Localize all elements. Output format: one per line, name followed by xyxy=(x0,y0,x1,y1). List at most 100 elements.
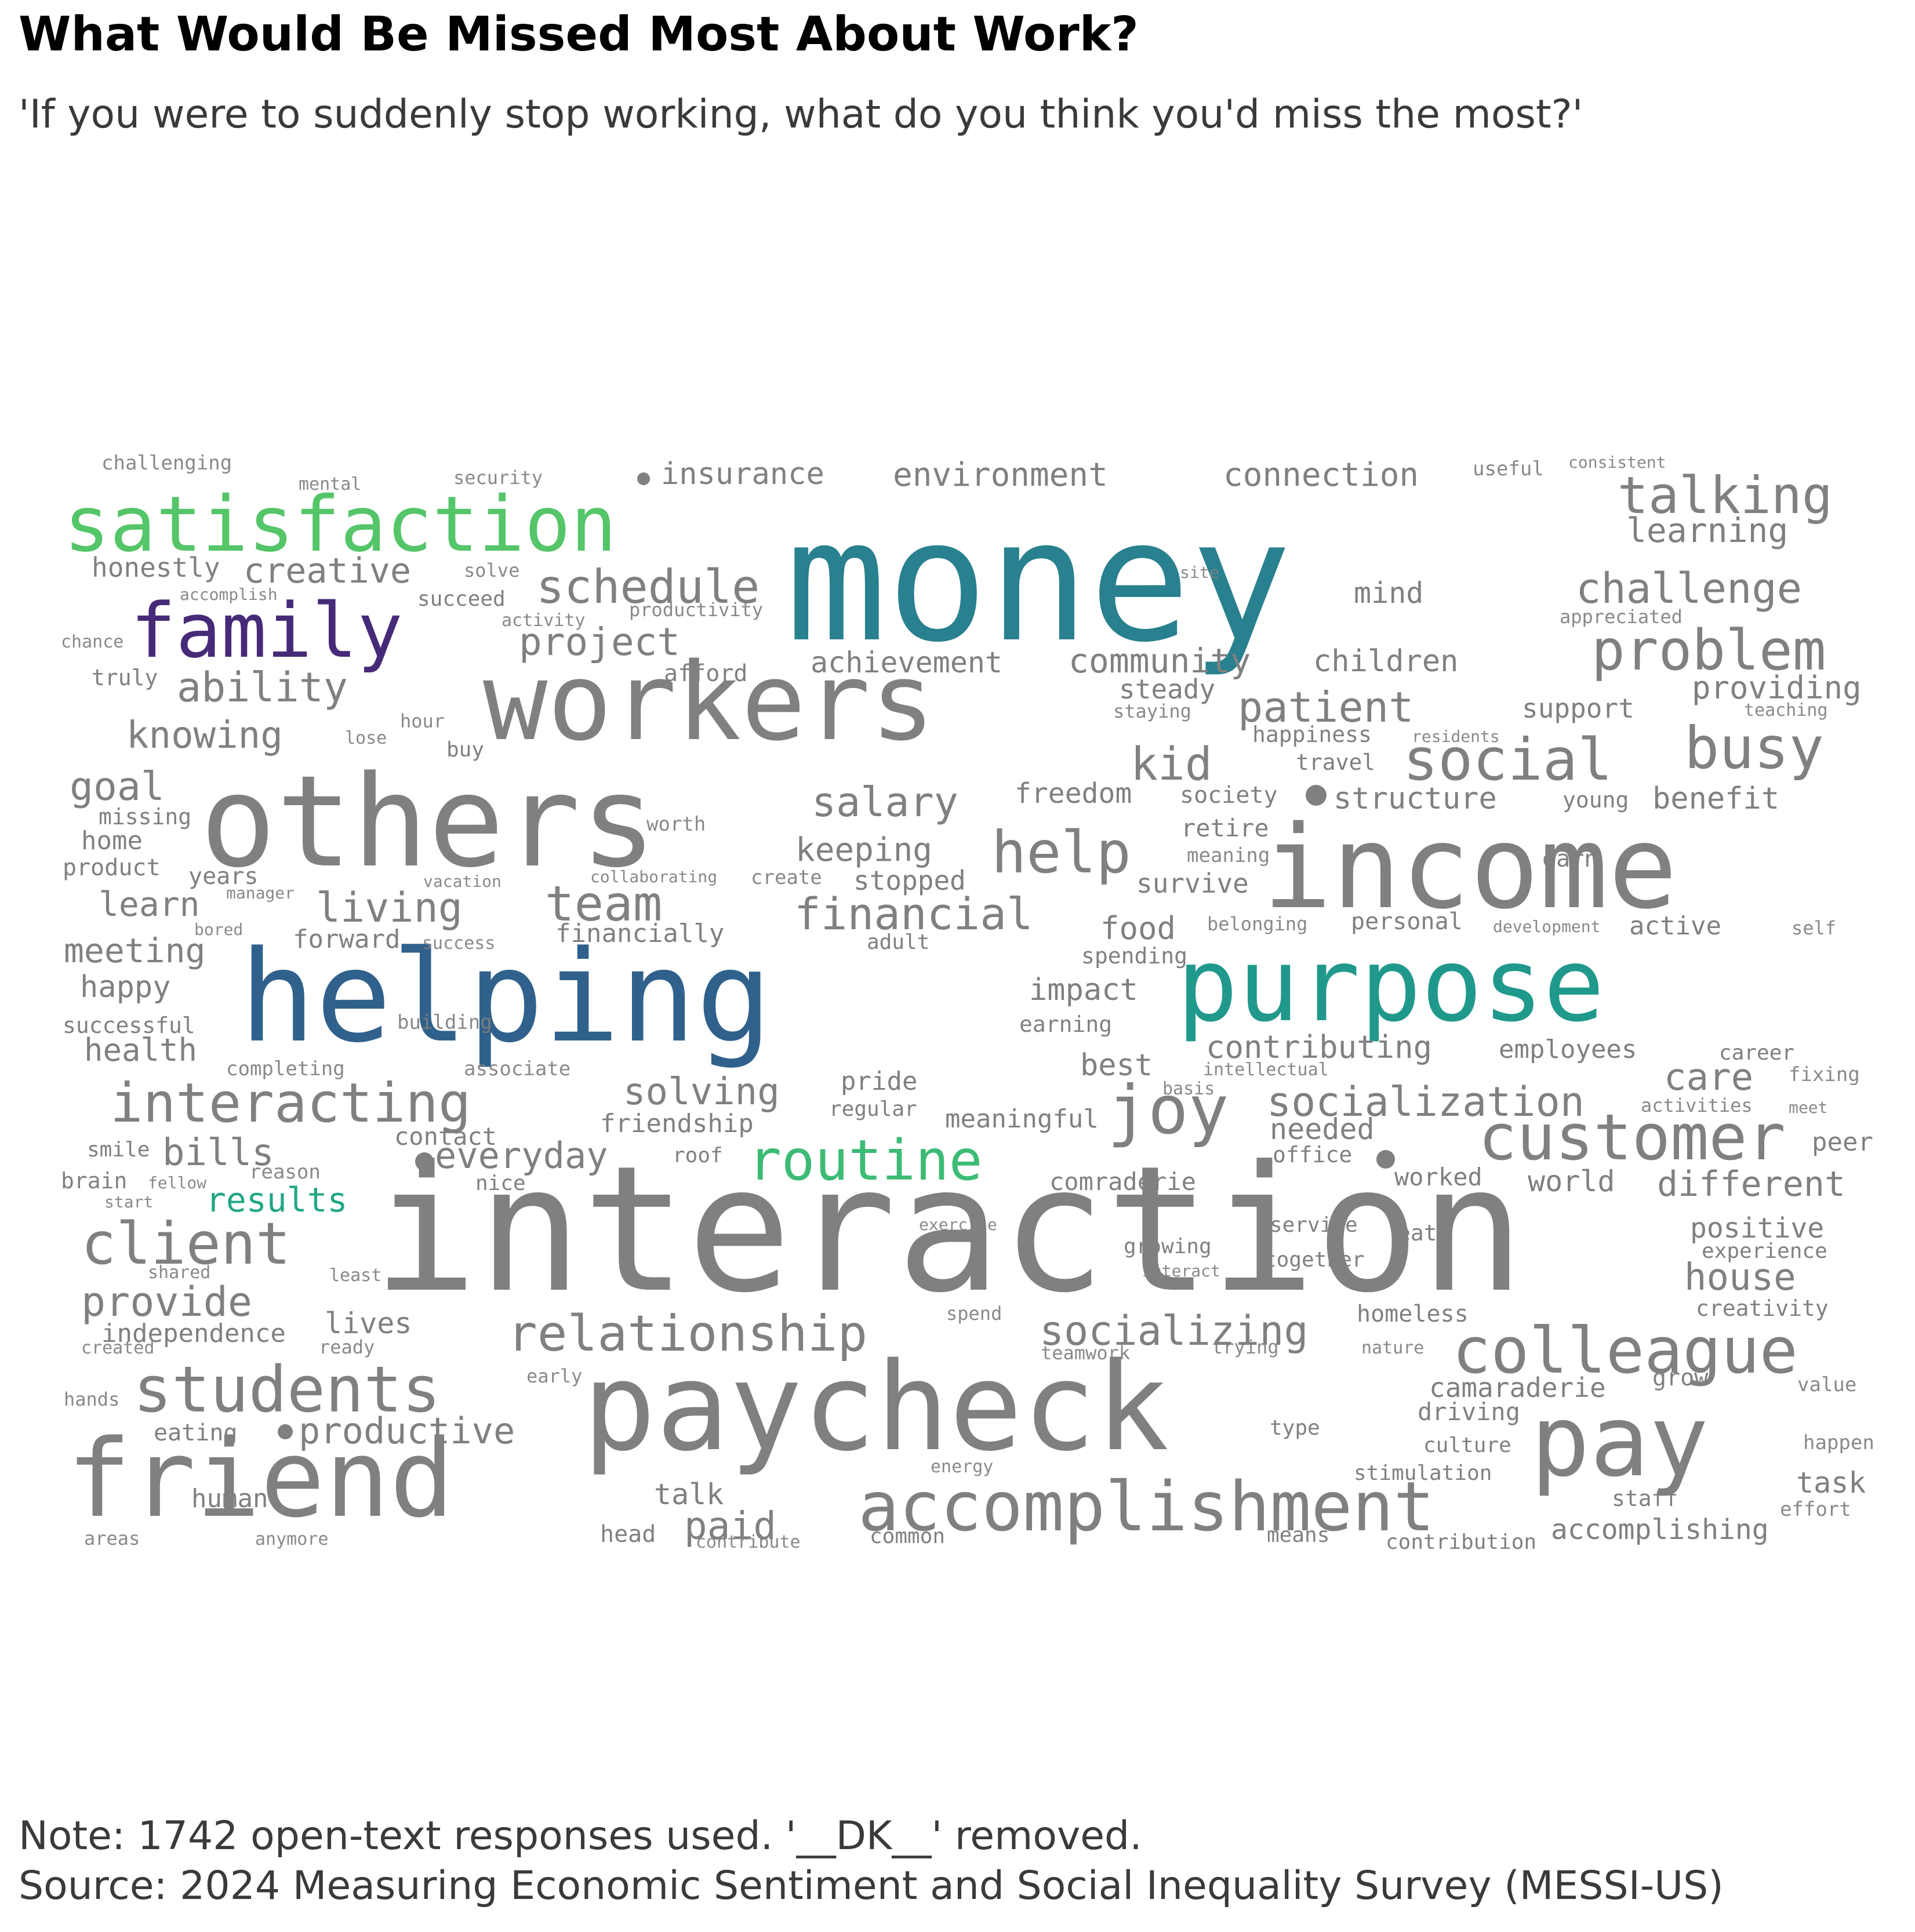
word-value: value xyxy=(1797,1373,1856,1396)
word-basis: basis xyxy=(1162,1079,1215,1099)
word-impact: impact xyxy=(1029,973,1138,1007)
word-providing: providing xyxy=(1692,670,1862,706)
word-missing: missing xyxy=(99,804,191,829)
word-human: human xyxy=(191,1484,268,1513)
word-goal: goal xyxy=(70,764,165,810)
word-activities: activities xyxy=(1641,1094,1753,1116)
word-office: office xyxy=(1273,1142,1352,1167)
word-home: home xyxy=(81,826,143,856)
word-happy: happy xyxy=(80,970,171,1005)
word-eating: eating xyxy=(154,1420,238,1446)
word-creative: creative xyxy=(244,551,411,591)
word-activity: activity xyxy=(502,610,586,631)
word-solve: solve xyxy=(464,559,519,581)
word-knowing: knowing xyxy=(126,714,283,757)
word-structure: structure xyxy=(1333,781,1497,816)
word-friend: friend xyxy=(67,1416,454,1541)
word-start: start xyxy=(104,1192,153,1211)
word-money: money xyxy=(786,484,1292,679)
chart-subtitle: 'If you were to suddenly stop working, w… xyxy=(19,92,1583,137)
word-environment: environment xyxy=(893,456,1108,494)
word-energy: energy xyxy=(931,1457,993,1477)
word-homeless: homeless xyxy=(1357,1301,1469,1327)
word-meeting: meeting xyxy=(64,931,205,970)
word-contribute: contribute xyxy=(696,1532,801,1552)
word-intellectual: intellectual xyxy=(1203,1060,1329,1080)
word-different: different xyxy=(1657,1164,1845,1205)
word-results: results xyxy=(206,1180,347,1220)
word-world: world xyxy=(1528,1165,1615,1198)
word-schedule: schedule xyxy=(536,560,760,614)
word-anymore: anymore xyxy=(255,1529,328,1549)
word-retire: retire xyxy=(1181,814,1269,842)
word-grow: grow xyxy=(1652,1365,1709,1391)
word-security: security xyxy=(453,467,543,489)
word-helping: helping xyxy=(239,924,772,1071)
word-insurance: insurance xyxy=(661,457,824,492)
word-brain: brain xyxy=(61,1168,127,1194)
word-fellow: fellow xyxy=(148,1173,206,1192)
word-productive: productive xyxy=(299,1410,515,1452)
note-text: Note: 1742 open-text responses used. '__… xyxy=(19,1813,1142,1859)
word-patient: patient xyxy=(1238,683,1413,732)
word-lose: lose xyxy=(345,728,387,748)
source-text: Source: 2024 Measuring Economic Sentimen… xyxy=(19,1863,1724,1909)
word-meaningful: meaningful xyxy=(945,1104,1099,1134)
word-contribution: contribution xyxy=(1386,1530,1536,1554)
word-relationship: relationship xyxy=(507,1305,867,1363)
word-positive: positive xyxy=(1690,1212,1824,1245)
word-shared: shared xyxy=(148,1262,210,1283)
word-productivity: productivity xyxy=(629,599,763,621)
word-adult: adult xyxy=(867,930,929,954)
word-means: means xyxy=(1267,1523,1329,1547)
word-worth: worth xyxy=(646,813,706,836)
word-solving: solving xyxy=(623,1071,780,1114)
decor-dot xyxy=(1306,785,1327,806)
word-buy: buy xyxy=(446,738,484,762)
word-talk: talk xyxy=(654,1478,724,1511)
word-family: family xyxy=(130,587,403,675)
word-travel: travel xyxy=(1296,749,1375,775)
word-active: active xyxy=(1629,911,1721,941)
word-children: children xyxy=(1313,644,1458,679)
word-roof: roof xyxy=(673,1144,723,1167)
word-belonging: belonging xyxy=(1207,913,1307,935)
word-hands: hands xyxy=(64,1388,119,1410)
chart-title: What Would Be Missed Most About Work? xyxy=(19,7,1139,62)
word-associate: associate xyxy=(464,1057,570,1080)
decor-dot xyxy=(637,472,650,485)
word-independence: independence xyxy=(101,1319,286,1348)
word-eat: eat xyxy=(1397,1220,1437,1246)
word-survive: survive xyxy=(1136,868,1249,899)
word-contact: contact xyxy=(394,1122,497,1151)
word-service: service xyxy=(1270,1213,1358,1237)
word-exercise: exercise xyxy=(919,1215,997,1234)
word-cloud-dots xyxy=(278,472,1395,1439)
word-common: common xyxy=(870,1525,945,1548)
word-keeping: keeping xyxy=(795,831,932,869)
word-driving: driving xyxy=(1418,1398,1520,1426)
word-purpose: purpose xyxy=(1177,927,1605,1045)
word-together: together xyxy=(1264,1248,1364,1272)
word-food: food xyxy=(1100,910,1176,947)
word-hour: hour xyxy=(400,710,445,732)
word-camaraderie: camaraderie xyxy=(1429,1372,1606,1403)
word-create: create xyxy=(751,866,822,889)
word-appreciated: appreciated xyxy=(1560,606,1683,628)
word-students: students xyxy=(133,1352,441,1427)
word-salary: salary xyxy=(812,778,958,826)
word-challenge: challenge xyxy=(1576,564,1802,613)
word-staff: staff xyxy=(1612,1486,1678,1511)
word-meaning: meaning xyxy=(1187,844,1270,867)
word-support: support xyxy=(1522,693,1634,724)
word-help: help xyxy=(991,818,1131,886)
word-useful: useful xyxy=(1473,457,1544,481)
word-vacation: vacation xyxy=(423,872,502,891)
word-financial: financial xyxy=(794,888,1033,940)
word-growing: growing xyxy=(1124,1235,1212,1258)
word-paid: paid xyxy=(684,1504,776,1548)
word-experience: experience xyxy=(1702,1239,1827,1263)
word-everyday: everyday xyxy=(435,1134,608,1177)
word-type: type xyxy=(1270,1416,1320,1440)
